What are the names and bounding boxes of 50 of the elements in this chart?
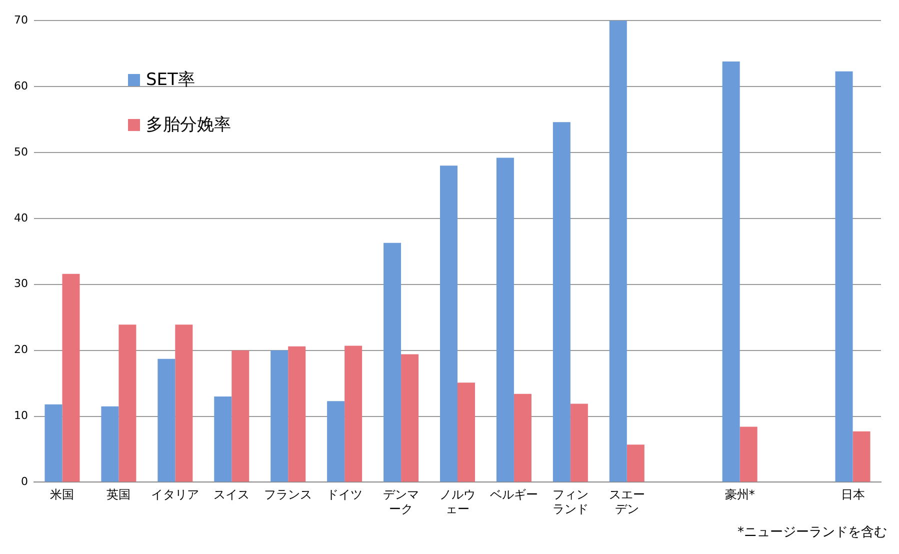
bar bbox=[626, 444, 644, 482]
bar bbox=[327, 401, 345, 482]
bar bbox=[101, 406, 119, 482]
bar bbox=[62, 274, 80, 482]
x-tick-label: 米国 bbox=[50, 488, 74, 502]
y-tick-label: 0 bbox=[20, 475, 28, 488]
bar bbox=[384, 242, 402, 482]
x-tick-label: フランス bbox=[264, 488, 312, 502]
bar bbox=[740, 426, 758, 482]
bar bbox=[514, 394, 532, 482]
text: *ニュージーランドを含む bbox=[738, 524, 887, 541]
bar bbox=[118, 324, 136, 482]
bar bbox=[44, 404, 62, 482]
legend-label: 多胎分娩率 bbox=[146, 114, 231, 136]
bar bbox=[288, 346, 306, 482]
y-tick-label: 70 bbox=[14, 13, 28, 26]
y-tick-label: 10 bbox=[14, 409, 28, 422]
bar bbox=[175, 324, 193, 482]
bar bbox=[214, 396, 232, 482]
bar bbox=[270, 350, 288, 482]
x-tick-label: イタリア bbox=[151, 488, 200, 502]
bar bbox=[458, 382, 476, 482]
x-tick-label: スイス bbox=[214, 488, 250, 502]
x-tick-label: ベルギー bbox=[490, 488, 538, 502]
x-tick-label: スエーデン bbox=[608, 488, 645, 516]
bar bbox=[344, 346, 362, 482]
x-tick-label: デンマーク bbox=[383, 488, 420, 516]
x-tick-label: 英国 bbox=[106, 488, 131, 502]
bar bbox=[232, 350, 250, 482]
bar bbox=[570, 404, 588, 482]
bar bbox=[852, 431, 870, 482]
x-tick-label: 豪州* bbox=[724, 488, 755, 502]
x-tick-label: ドイツ bbox=[326, 488, 363, 502]
legend-label: SET率 bbox=[146, 69, 195, 91]
bar bbox=[440, 166, 458, 482]
y-tick-label: 20 bbox=[14, 343, 28, 356]
bar bbox=[496, 158, 514, 482]
x-tick-label: 日本 bbox=[840, 488, 865, 502]
bar bbox=[835, 71, 853, 482]
bar bbox=[401, 354, 419, 482]
bar bbox=[722, 61, 740, 482]
y-tick-label: 50 bbox=[14, 145, 28, 158]
y-tick-label: 30 bbox=[14, 277, 28, 290]
y-tick-label: 40 bbox=[14, 211, 28, 224]
x-tick-label: フィンランド bbox=[552, 488, 588, 516]
bar bbox=[552, 122, 570, 482]
bar bbox=[158, 358, 176, 482]
x-tick-label: ノルウェー bbox=[440, 488, 476, 516]
y-tick-label: 60 bbox=[14, 79, 28, 92]
bar bbox=[609, 20, 627, 482]
